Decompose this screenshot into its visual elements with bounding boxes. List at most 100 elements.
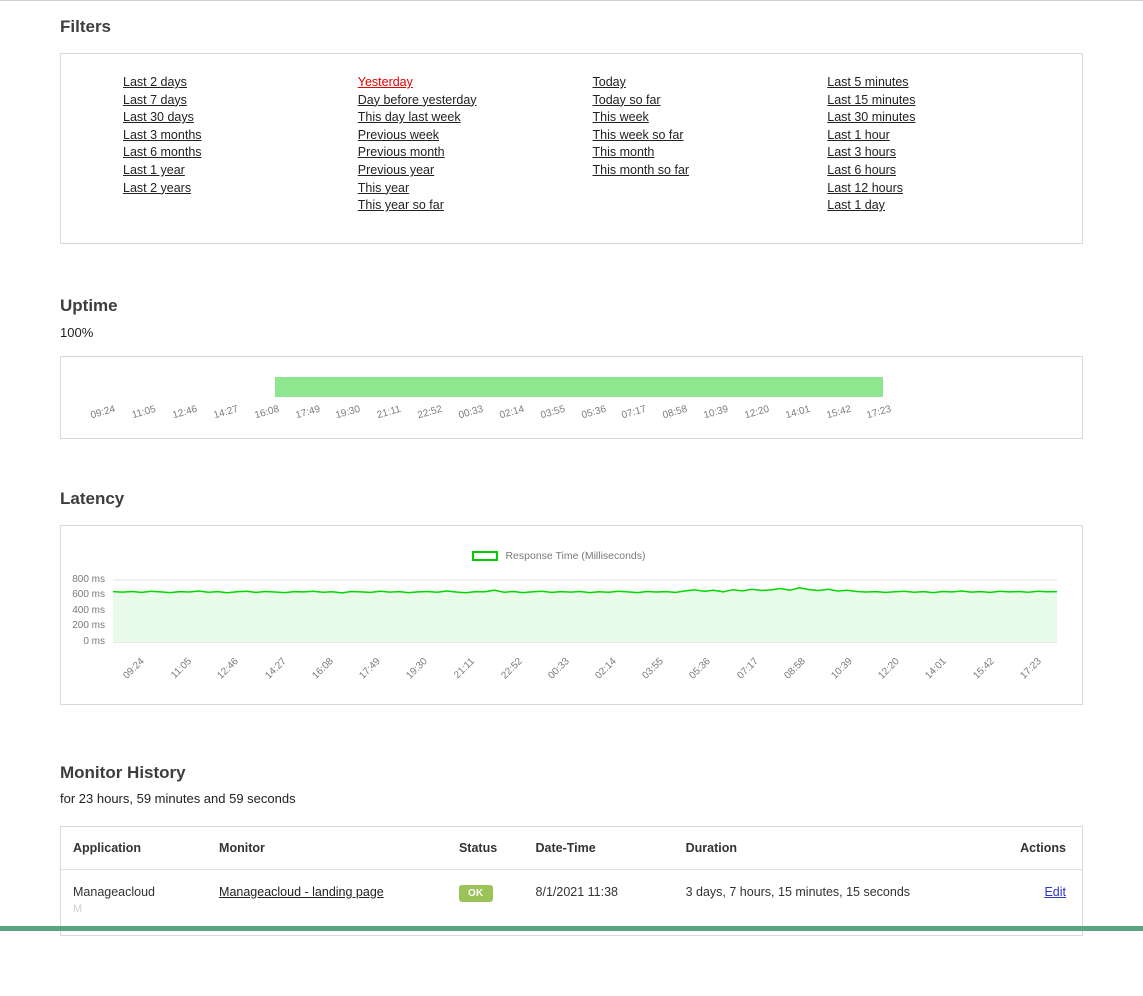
- filter-link-previous-month[interactable]: Previous month: [358, 144, 445, 162]
- uptime-tick-slot: 22:52: [410, 399, 451, 429]
- latency-tick-label: 12:46: [216, 656, 241, 681]
- latency-tick-label: 16:08: [310, 656, 335, 681]
- latency-tick-slot: 03:55: [632, 652, 679, 682]
- filter-link-last-12-hours[interactable]: Last 12 hours: [827, 180, 903, 198]
- filter-link-yesterday[interactable]: Yesterday: [358, 74, 413, 92]
- latency-tick-slot: 14:27: [255, 652, 302, 682]
- latency-y-tick-label: 0 ms: [83, 636, 105, 647]
- filter-link-last-30-days[interactable]: Last 30 days: [123, 109, 194, 127]
- monitor-history-table-panel: Application Monitor Status Date-Time Dur…: [60, 826, 1083, 936]
- column-header-actions: Actions: [992, 827, 1082, 870]
- latency-tick-slot: 10:39: [821, 652, 868, 682]
- uptime-tick-slot: 14:01: [777, 399, 818, 429]
- latency-tick-label: 22:52: [499, 656, 524, 681]
- filter-link-this-day-last-week[interactable]: This day last week: [358, 109, 461, 127]
- uptime-tick-slot: 08:58: [655, 399, 696, 429]
- uptime-tick-label: 03:55: [539, 404, 566, 421]
- filter-link-day-before-yesterday[interactable]: Day before yesterday: [358, 92, 477, 110]
- status-badge: OK: [459, 885, 493, 902]
- latency-tick-slot: 02:14: [585, 652, 632, 682]
- latency-tick-slot: 11:05: [160, 652, 207, 682]
- application-name: Manageacloud: [73, 885, 199, 899]
- uptime-tick-slot: 15:42: [818, 399, 859, 429]
- monitor-history-table: Application Monitor Status Date-Time Dur…: [61, 827, 1082, 935]
- uptime-tick-label: 17:49: [294, 404, 321, 421]
- filter-link-this-week[interactable]: This week: [593, 109, 649, 127]
- datetime-cell: 8/1/2021 11:38: [526, 869, 676, 935]
- uptime-tick-label: 12:46: [172, 404, 199, 421]
- filter-link-this-week-so-far[interactable]: This week so far: [593, 127, 684, 145]
- filter-link-last-1-hour[interactable]: Last 1 hour: [827, 127, 890, 145]
- uptime-tick-slot: 02:14: [491, 399, 532, 429]
- uptime-tick-label: 19:30: [335, 404, 362, 421]
- filter-link-last-2-years[interactable]: Last 2 years: [123, 180, 191, 198]
- filter-link-previous-week[interactable]: Previous week: [358, 127, 439, 145]
- monitor-history-section: Monitor History for 23 hours, 59 minutes…: [60, 763, 1083, 936]
- filter-link-last-1-year[interactable]: Last 1 year: [123, 162, 185, 180]
- filter-link-this-year[interactable]: This year: [358, 180, 409, 198]
- filter-link-today-so-far[interactable]: Today so far: [593, 92, 661, 110]
- uptime-bar: [275, 377, 882, 397]
- filter-link-last-1-day[interactable]: Last 1 day: [827, 197, 885, 215]
- uptime-tick-label: 17:23: [866, 404, 893, 421]
- latency-tick-label: 12:20: [877, 656, 902, 681]
- latency-tick-slot: 14:01: [915, 652, 962, 682]
- table-row: Manageacloud M Manageacloud - landing pa…: [61, 869, 1082, 935]
- latency-tick-slot: 17:49: [349, 652, 396, 682]
- duration-cell: 3 days, 7 hours, 15 minutes, 15 seconds: [676, 869, 993, 935]
- filter-link-last-3-hours[interactable]: Last 3 hours: [827, 144, 896, 162]
- filter-link-last-6-hours[interactable]: Last 6 hours: [827, 162, 896, 180]
- filter-link-last-2-days[interactable]: Last 2 days: [123, 74, 187, 92]
- latency-legend: Response Time (Milliseconds): [61, 550, 1057, 562]
- uptime-tick-label: 14:27: [212, 404, 239, 421]
- latency-tick-label: 08:58: [782, 656, 807, 681]
- filter-link-this-month-so-far[interactable]: This month so far: [593, 162, 690, 180]
- uptime-tick-slot: 09:24: [83, 399, 124, 429]
- filter-link-last-3-months[interactable]: Last 3 months: [123, 127, 202, 145]
- latency-tick-slot: 12:20: [868, 652, 915, 682]
- footer-bar: [0, 926, 1143, 931]
- latency-title: Latency: [60, 489, 1083, 509]
- latency-tick-slot: 08:58: [774, 652, 821, 682]
- column-header-application: Application: [61, 827, 209, 870]
- filter-link-last-15-minutes[interactable]: Last 15 minutes: [827, 92, 915, 110]
- uptime-title: Uptime: [60, 296, 1083, 316]
- filter-link-last-7-days[interactable]: Last 7 days: [123, 92, 187, 110]
- filter-link-this-month[interactable]: This month: [593, 144, 655, 162]
- latency-tick-slot: 05:36: [679, 652, 726, 682]
- filter-link-last-30-minutes[interactable]: Last 30 minutes: [827, 109, 915, 127]
- edit-link[interactable]: Edit: [1044, 885, 1066, 899]
- latency-tick-label: 17:49: [357, 656, 382, 681]
- uptime-percentage: 100%: [60, 325, 1083, 340]
- filter-link-last-5-minutes[interactable]: Last 5 minutes: [827, 74, 908, 92]
- status-cell: OK: [449, 869, 526, 935]
- filter-link-today[interactable]: Today: [593, 74, 626, 92]
- application-subtext: M: [73, 903, 199, 915]
- uptime-tick-label: 08:58: [662, 404, 689, 421]
- uptime-tick-slot: 12:46: [165, 399, 206, 429]
- uptime-tick-label: 16:08: [253, 404, 280, 421]
- latency-tick-slot: 09:24: [113, 652, 160, 682]
- legend-swatch-icon: [472, 551, 498, 561]
- uptime-tick-slot: 07:17: [614, 399, 655, 429]
- filter-link-previous-year[interactable]: Previous year: [358, 162, 434, 180]
- uptime-tick-slot: 00:33: [451, 399, 492, 429]
- latency-tick-slot: 12:46: [207, 652, 254, 682]
- latency-y-tick-label: 800 ms: [72, 574, 105, 585]
- uptime-tick-label: 14:01: [784, 404, 811, 421]
- column-header-status: Status: [449, 827, 526, 870]
- filter-link-last-6-months[interactable]: Last 6 months: [123, 144, 202, 162]
- filter-link-this-year-so-far[interactable]: This year so far: [358, 197, 444, 215]
- monitor-link[interactable]: Manageacloud - landing page: [219, 885, 384, 899]
- latency-tick-label: 10:39: [829, 656, 854, 681]
- latency-tick-label: 03:55: [641, 656, 666, 681]
- uptime-tick-slot: 03:55: [532, 399, 573, 429]
- latency-tick-label: 11:05: [169, 656, 194, 681]
